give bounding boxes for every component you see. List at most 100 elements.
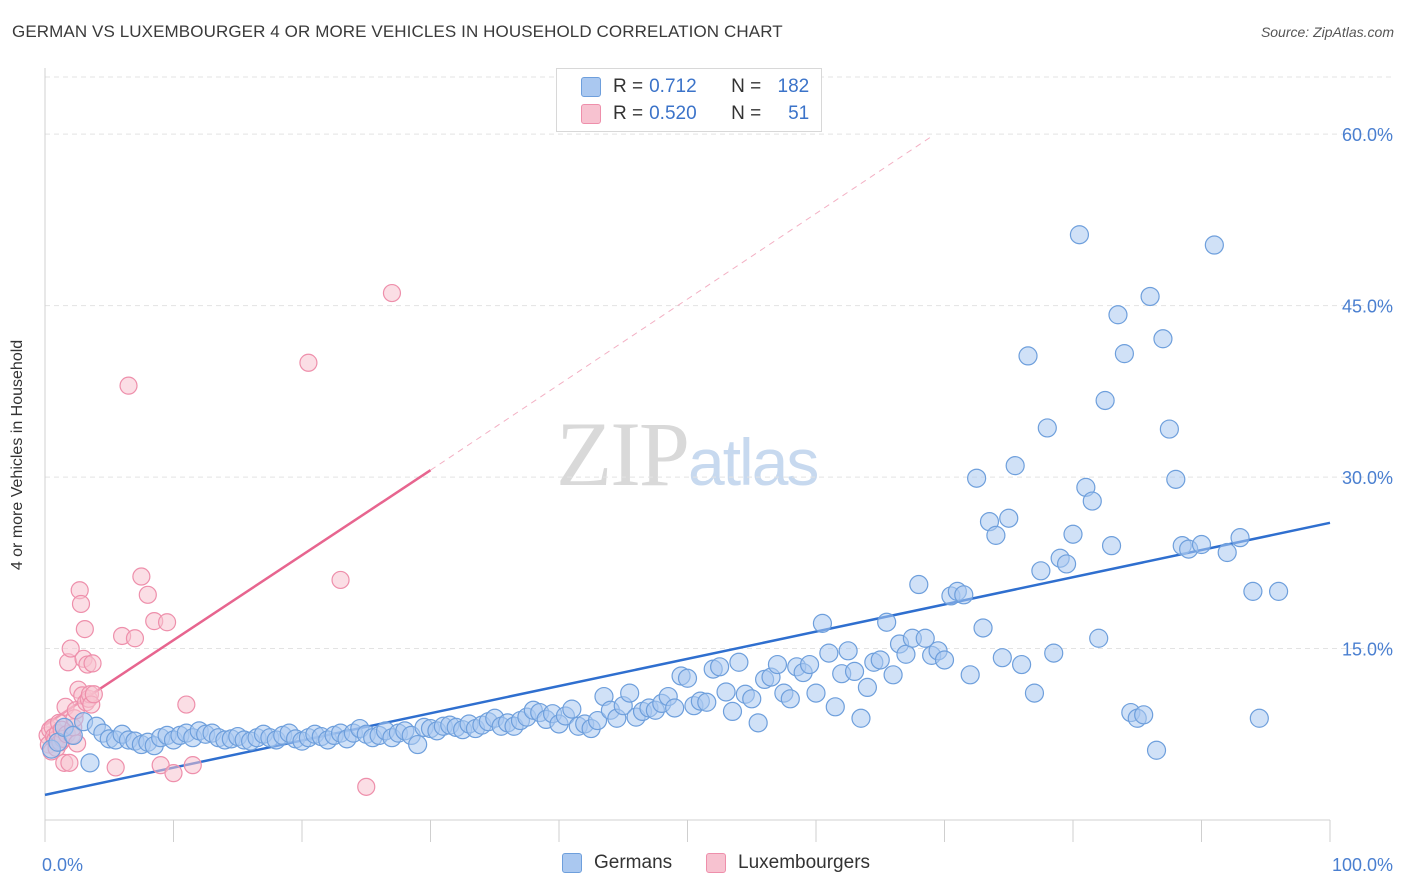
chart-title: GERMAN VS LUXEMBOURGER 4 OR MORE VEHICLE…	[12, 22, 783, 41]
x-tick-label: 100.0%	[1332, 855, 1393, 875]
n-label: N =	[731, 103, 762, 124]
germans-point	[748, 713, 768, 733]
luxembourgers-point	[75, 620, 94, 639]
germans-point	[780, 689, 800, 709]
n-label: N =	[731, 76, 762, 97]
germans-point	[1011, 654, 1032, 675]
watermark: ZIPatlas	[556, 408, 819, 500]
y-tick-label: 30.0%	[1342, 468, 1393, 488]
luxembourgers-point	[125, 629, 145, 648]
germans-point	[960, 665, 980, 685]
n-value: 51	[788, 103, 810, 124]
germans-point	[620, 683, 640, 703]
germans-point	[1024, 683, 1045, 703]
luxembourgers-point	[382, 283, 402, 303]
trend-lines	[44, 136, 1331, 797]
germans-point	[710, 657, 730, 677]
legend-row-germans: R = 0.712 N = 182	[581, 75, 809, 99]
germans-point	[1089, 628, 1109, 648]
germans-point	[909, 574, 929, 595]
germans-point	[697, 692, 717, 712]
germans-point	[999, 508, 1019, 528]
germans-point	[870, 650, 890, 670]
germans-point	[1018, 346, 1038, 366]
luxembourgers-point	[151, 756, 170, 775]
germans-point	[812, 613, 833, 633]
luxembourgers-point	[164, 764, 183, 783]
source-label: Source: ZipAtlas.com	[1260, 24, 1394, 40]
germans-point	[729, 652, 749, 672]
germans-point	[967, 468, 987, 488]
tick-labels: 15.0% 30.0% 45.0% 60.0% 0.0% 100.0%	[42, 125, 1393, 875]
n-value: 182	[777, 76, 810, 97]
luxembourgers-point	[132, 567, 151, 586]
luxembourgers-point	[299, 353, 318, 372]
germans-point	[408, 734, 428, 755]
germans-point	[1140, 286, 1160, 307]
r-label: R =	[613, 76, 644, 97]
germans-point	[844, 661, 865, 682]
luxembourgers-point	[183, 756, 202, 775]
germans-point	[954, 585, 974, 605]
luxembourgers-point	[71, 594, 91, 614]
germans-point	[1108, 305, 1128, 325]
germans-point	[1037, 418, 1057, 438]
germans-point	[825, 697, 845, 717]
luxembourgers-trend-line	[44, 469, 432, 727]
luxembourgers-trend-extension	[430, 136, 932, 471]
germans-point	[80, 753, 100, 773]
luxembourgers-point	[119, 376, 138, 395]
luxembourgers-point	[331, 570, 350, 590]
germans-point	[1134, 705, 1154, 725]
germans-point	[1153, 329, 1173, 349]
legend-stats: R = 0.712 N = 182 R = 0.520 N = 51	[556, 68, 822, 132]
germans-point	[915, 628, 935, 648]
germans-point	[883, 665, 903, 685]
germans-point	[1249, 708, 1269, 728]
legend-item-germans[interactable]: Germans	[562, 852, 672, 874]
germans-point	[63, 725, 83, 746]
germans-point	[1095, 390, 1115, 411]
germans-point	[1114, 344, 1135, 364]
legend-item-luxembourgers[interactable]: Luxembourgers	[706, 852, 870, 874]
watermark-atlas: atlas	[688, 425, 819, 499]
germans-point	[896, 644, 916, 664]
germans-point	[1166, 469, 1186, 489]
luxembourgers-swatch	[581, 104, 601, 124]
germans-point	[1191, 534, 1212, 555]
r-label: R =	[613, 103, 644, 124]
y-tick-label: 60.0%	[1342, 125, 1393, 145]
r-value: 0.520	[649, 103, 697, 124]
luxembourgers-point	[177, 695, 196, 714]
legend-label-germans: Germans	[594, 852, 673, 873]
germans-point	[1268, 581, 1289, 601]
germans-point	[1005, 456, 1025, 476]
germans-point	[934, 650, 955, 670]
germans-trend-line	[44, 521, 1331, 797]
luxembourgers-point	[106, 758, 125, 777]
legend-label-luxembourgers: Luxembourgers	[738, 852, 871, 873]
y-tick-label: 45.0%	[1342, 297, 1393, 317]
germans-point	[857, 677, 878, 698]
germans-point	[587, 710, 608, 731]
germans-point	[1044, 643, 1064, 663]
germans-point	[1204, 235, 1224, 255]
germans-swatch	[562, 853, 582, 873]
axes	[44, 68, 1331, 842]
germans-point	[877, 612, 897, 632]
germans-point	[722, 701, 743, 722]
luxembourgers-point	[357, 777, 376, 796]
germans-point	[851, 708, 871, 728]
germans-point	[1101, 536, 1122, 556]
germans-point	[1031, 561, 1051, 581]
germans-point	[1063, 524, 1083, 544]
germans-point	[838, 641, 858, 661]
germans-point	[742, 689, 762, 709]
germans-point	[819, 643, 839, 663]
luxembourgers-swatch	[706, 853, 726, 873]
germans-point	[562, 699, 582, 719]
luxembourgers-point	[138, 585, 157, 604]
germans-point	[1217, 542, 1237, 563]
germans-point	[716, 682, 736, 702]
